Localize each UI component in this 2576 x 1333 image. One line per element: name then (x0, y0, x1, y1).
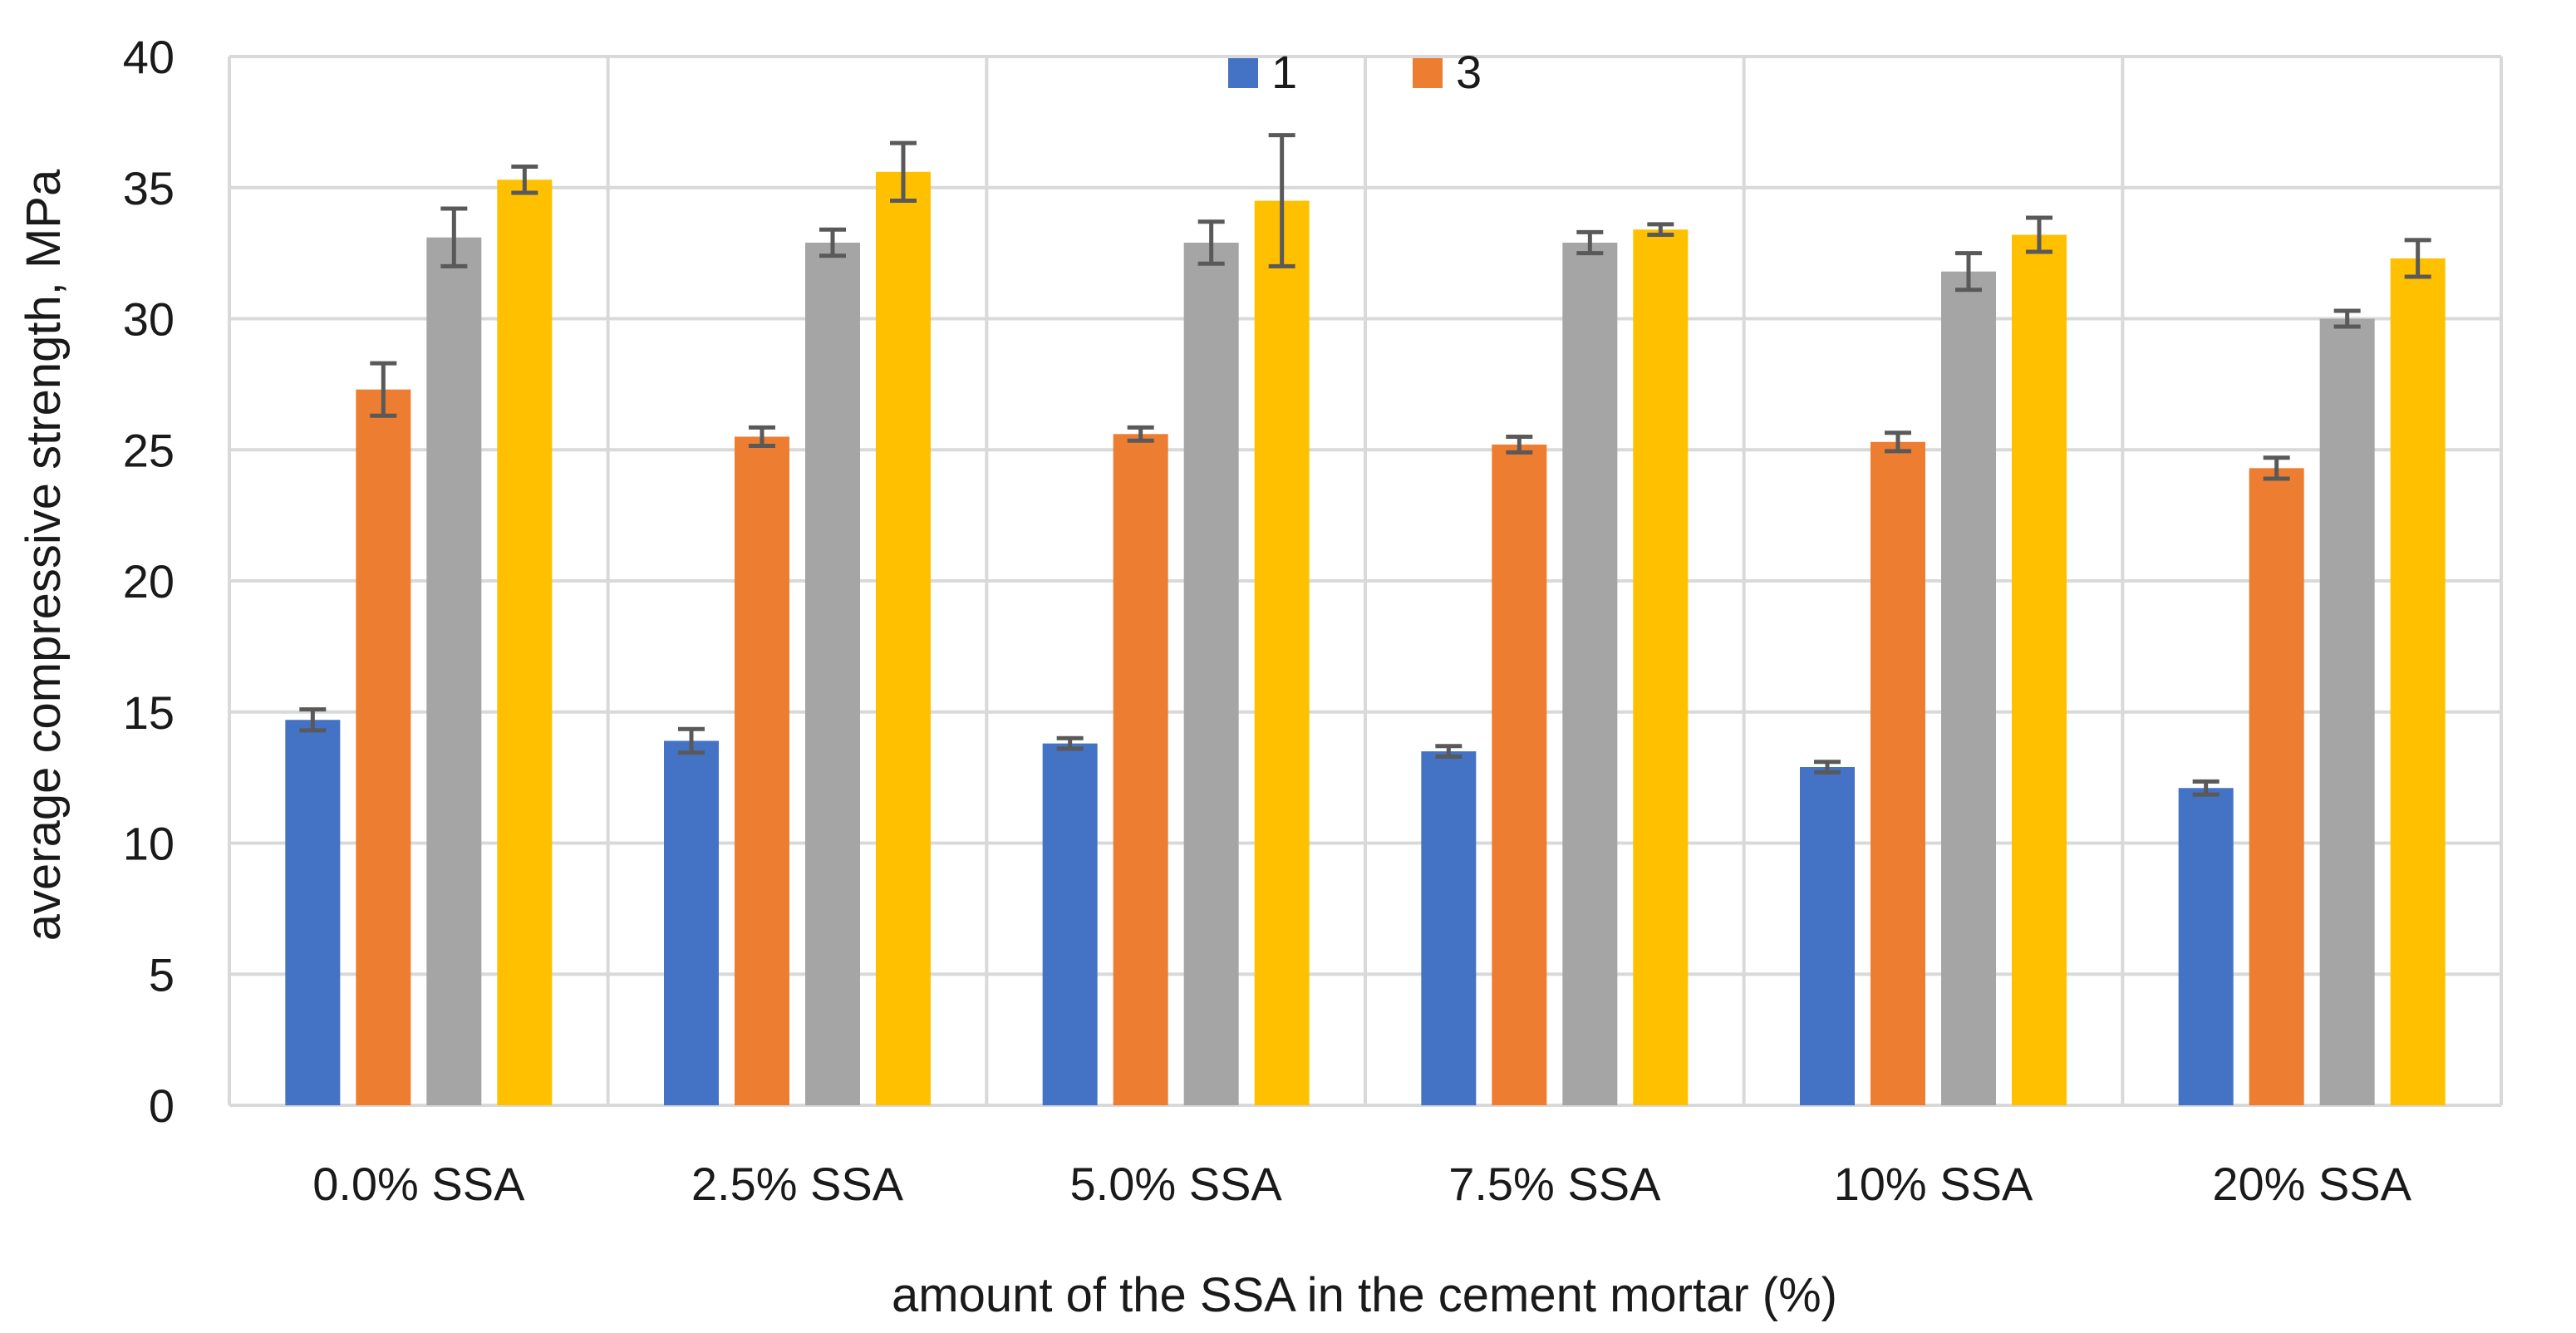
y-tick-label: 40 (123, 31, 175, 83)
bar-20-ssa-series-3 (2319, 318, 2375, 1105)
y-tick-label: 30 (123, 293, 175, 346)
bar-20-ssa-series-4 (2390, 258, 2446, 1105)
legend-label: 1 (1271, 46, 1297, 98)
y-tick-label: 35 (123, 162, 175, 214)
legend-swatch (1228, 58, 1258, 88)
x-tick-label: 20% SSA (2212, 1158, 2411, 1210)
bar-10-ssa-series-4 (2012, 234, 2067, 1105)
bar-7-5-ssa-series-3 (1562, 243, 1618, 1105)
x-axis-label: amount of the SSA in the cement mortar (… (892, 1268, 1837, 1322)
x-axis-ticks: 0.0% SSA 2.5% SSA 5.0% SSA 7.5% SSA 10% SSA 2… (312, 1158, 2411, 1210)
bars (285, 171, 2446, 1106)
gridlines (228, 55, 2503, 1107)
bar-20-ssa-series-2 (2249, 468, 2304, 1105)
x-tick-label: 10% SSA (1834, 1158, 2033, 1210)
bar-7-5-ssa-series-2 (1492, 444, 1547, 1105)
x-tick-label: 5.0% SSA (1070, 1158, 1283, 1210)
bar-2-5-ssa-series-4 (876, 171, 931, 1105)
y-tick-label: 20 (123, 555, 175, 607)
error-bars (299, 133, 2431, 797)
bar-0-0-ssa-series-1 (285, 720, 341, 1105)
bar-5-0-ssa-series-1 (1042, 743, 1098, 1105)
bar-7-5-ssa-series-4 (1633, 229, 1689, 1106)
y-tick-label: 5 (149, 948, 175, 1001)
y-tick-label: 15 (123, 686, 175, 739)
bar-2-5-ssa-series-1 (664, 740, 719, 1105)
bar-10-ssa-series-3 (1941, 271, 1996, 1106)
bar-5-0-ssa-series-4 (1254, 200, 1310, 1105)
x-tick-label: 0.0% SSA (312, 1158, 525, 1210)
bar-5-0-ssa-series-2 (1113, 434, 1168, 1105)
bar-0-0-ssa-series-4 (497, 180, 553, 1105)
y-tick-label: 0 (149, 1080, 175, 1132)
bar-7-5-ssa-series-1 (1421, 751, 1477, 1105)
legend-swatch (1413, 58, 1443, 88)
x-tick-label: 2.5% SSA (691, 1158, 904, 1210)
legend-label: 3 (1456, 46, 1482, 98)
bar-2-5-ssa-series-2 (735, 436, 789, 1105)
bar-10-ssa-series-2 (1871, 441, 1925, 1105)
y-tick-label: 25 (123, 424, 175, 476)
bar-2-5-ssa-series-3 (805, 243, 860, 1105)
x-tick-label: 7.5% SSA (1448, 1158, 1661, 1210)
y-axis-label: average compressive strength, MPa (17, 169, 71, 941)
bar-20-ssa-series-1 (2178, 788, 2234, 1105)
bar-0-0-ssa-series-3 (426, 237, 482, 1105)
bar-10-ssa-series-1 (1800, 767, 1855, 1105)
y-axis-ticks: 0 5 10 15 20 25 30 35 40 (123, 31, 175, 1132)
bar-5-0-ssa-series-3 (1183, 243, 1239, 1105)
bar-0-0-ssa-series-2 (356, 389, 411, 1105)
y-tick-label: 10 (123, 818, 175, 870)
